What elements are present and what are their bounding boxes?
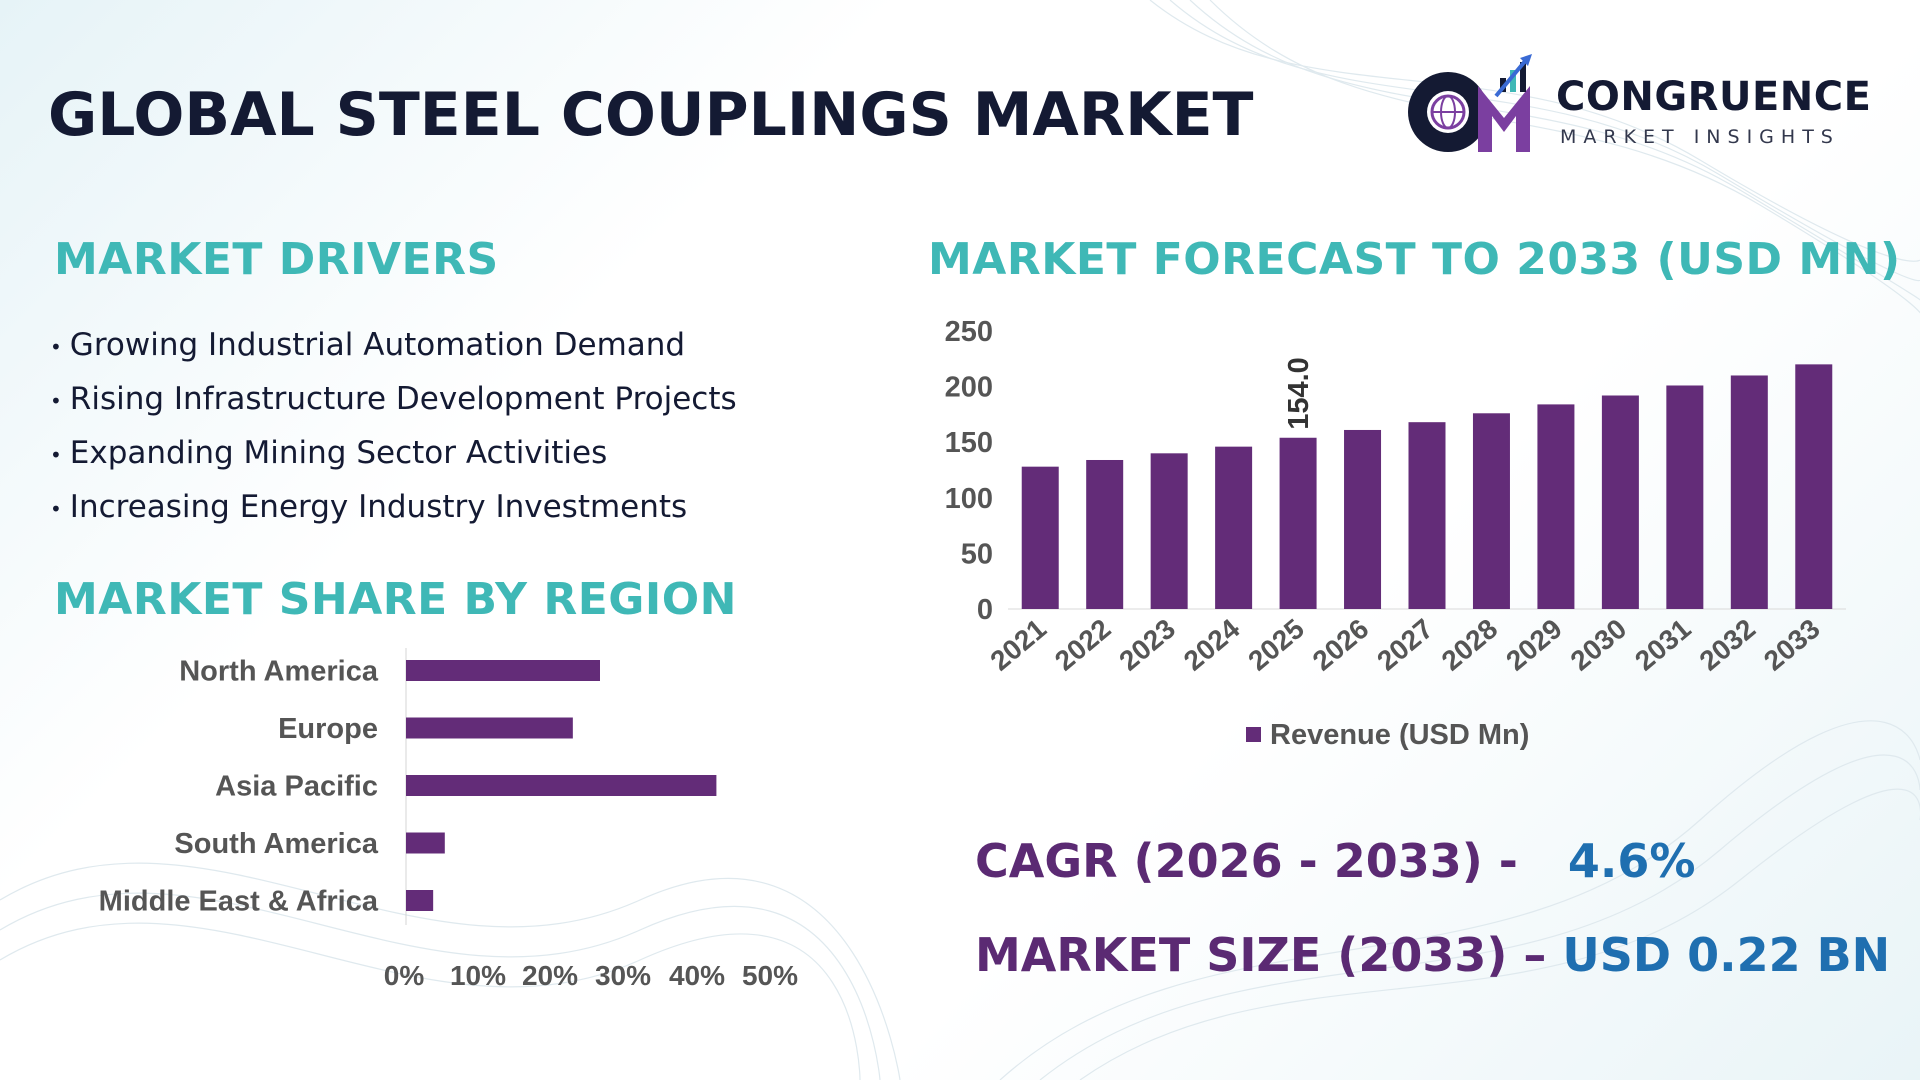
forecast-y-tick-label: 0 [977, 594, 993, 626]
region-category-label: North America [179, 656, 379, 688]
region-category-label: Middle East & Africa [99, 886, 379, 918]
region-tick-label: 40% [669, 960, 725, 991]
driver-item: • Rising Infrastructure Development Proje… [50, 376, 737, 430]
market-size-value: USD 0.22 BN [1562, 928, 1891, 982]
region-bar [406, 775, 717, 796]
forecast-x-tick-label: 2023 [1113, 613, 1181, 677]
forecast-x-tick-label: 2024 [1178, 613, 1246, 677]
forecast-data-label: 154.0 [1283, 357, 1315, 430]
legend-label: Revenue (USD Mn) [1270, 719, 1529, 751]
region-tick-label: 0% [384, 960, 425, 991]
forecast-x-tick-label: 2030 [1565, 613, 1633, 677]
forecast-bar [1279, 437, 1317, 609]
region-category-label: South America [174, 828, 378, 860]
driver-text: Increasing Energy Industry Investments [69, 489, 688, 525]
forecast-x-tick-label: 2033 [1758, 613, 1826, 677]
bullet-icon: • [50, 442, 62, 467]
drivers-heading: MARKET DRIVERS [54, 234, 499, 285]
cagr-stat: CAGR (2026 - 2033) - 4.6% [975, 834, 1695, 888]
cagr-value: 4.6% [1567, 834, 1696, 888]
forecast-bar [1472, 413, 1510, 609]
region-share-chart: North America Europe Asia Pacific South Ame… [99, 648, 798, 991]
forecast-x-tick-label: 2031 [1629, 613, 1697, 677]
logo-tagline: MARKET INSIGHTS [1560, 126, 1840, 148]
drivers-list: • Growing Industrial Automation Demand • R… [50, 322, 737, 538]
region-category-label: Europe [278, 713, 378, 745]
forecast-chart: 0501001502002502021202220232024202520262… [945, 316, 1846, 751]
logo-mark-icon [1408, 54, 1532, 152]
region-heading: MARKET SHARE BY REGION [54, 574, 737, 625]
market-size-stat: MARKET SIZE (2033) – USD 0.22 BN [975, 928, 1890, 982]
region-tick-label: 10% [450, 960, 506, 991]
forecast-bar [1537, 404, 1575, 609]
forecast-bar [1601, 395, 1639, 609]
forecast-x-tick-label: 2022 [1049, 613, 1117, 677]
forecast-y-tick-label: 250 [945, 316, 993, 348]
driver-item: • Growing Industrial Automation Demand [50, 322, 737, 376]
driver-item: • Expanding Mining Sector Activities [50, 430, 737, 484]
forecast-bar [1150, 453, 1188, 609]
driver-text: Growing Industrial Automation Demand [69, 327, 686, 363]
forecast-bar [1795, 364, 1833, 609]
region-bar [406, 832, 445, 854]
cagr-label: CAGR (2026 - 2033) - [975, 834, 1518, 888]
region-tick-label: 30% [595, 960, 651, 991]
legend-swatch [1246, 727, 1261, 742]
region-bar [406, 717, 573, 739]
brand-logo: CONGRUENCE MARKET INSIGHTS [1400, 52, 1880, 162]
forecast-bar [1344, 429, 1382, 609]
logo-name: CONGRUENCE [1556, 74, 1872, 120]
forecast-x-tick-label: 2026 [1307, 613, 1375, 677]
forecast-bar [1215, 446, 1253, 609]
forecast-heading: MARKET FORECAST TO 2033 (USD MN) [928, 234, 1901, 285]
market-size-label: MARKET SIZE (2033) – [975, 928, 1547, 982]
forecast-x-tick-label: 2028 [1436, 613, 1504, 677]
page-title: GLOBAL STEEL COUPLINGS MARKET [48, 80, 1254, 150]
forecast-y-tick-label: 150 [945, 427, 993, 459]
driver-item: • Increasing Energy Industry Investments [50, 484, 737, 538]
bullet-icon: • [50, 388, 62, 413]
forecast-x-tick-label: 2027 [1371, 613, 1439, 677]
forecast-bar [1408, 422, 1446, 609]
forecast-y-tick-label: 100 [945, 483, 993, 515]
forecast-x-tick-label: 2021 [984, 613, 1052, 677]
forecast-bar [1021, 466, 1059, 609]
forecast-y-tick-label: 200 [945, 372, 993, 404]
forecast-x-tick-label: 2029 [1500, 613, 1568, 677]
forecast-bar [1730, 375, 1768, 609]
region-bar [406, 660, 600, 681]
driver-text: Rising Infrastructure Development Projec… [69, 381, 737, 417]
forecast-x-tick-label: 2025 [1242, 613, 1310, 677]
forecast-y-tick-label: 50 [961, 538, 993, 570]
region-category-label: Asia Pacific [215, 771, 378, 803]
forecast-bar [1086, 459, 1124, 609]
region-tick-label: 50% [742, 960, 798, 991]
driver-text: Expanding Mining Sector Activities [69, 435, 608, 471]
bullet-icon: • [50, 334, 62, 359]
bullet-icon: • [50, 496, 62, 521]
forecast-bar [1666, 385, 1704, 609]
region-tick-label: 20% [522, 960, 578, 991]
region-bar [406, 890, 434, 911]
forecast-x-tick-label: 2032 [1694, 613, 1762, 677]
